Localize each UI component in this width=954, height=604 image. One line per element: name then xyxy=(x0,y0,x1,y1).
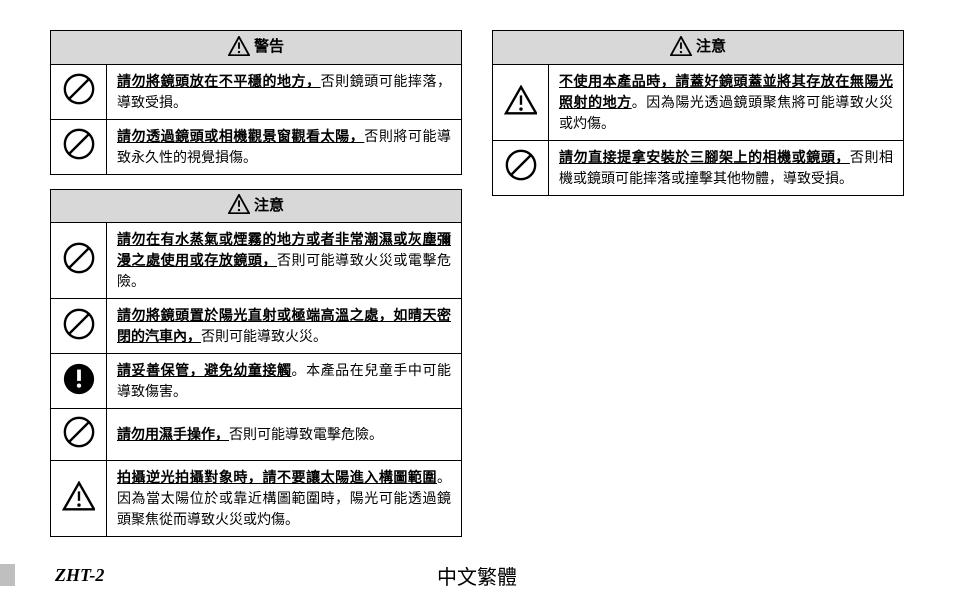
prohibit-icon xyxy=(62,307,96,341)
table-row: 不使用本產品時，請蓋好鏡頭蓋並將其存放在無陽光照射的地方。因為陽光透過鏡頭聚焦將… xyxy=(493,64,904,140)
prohibit-icon xyxy=(62,72,96,106)
alert-icon xyxy=(62,481,96,511)
table-row: 請勿將鏡頭放在不平穩的地方，否則鏡頭可能摔落，導致受損。 xyxy=(51,64,462,119)
footer: ZHT-2 中文繁體 xyxy=(0,564,954,586)
mandatory-icon xyxy=(62,362,96,396)
table-row: 請勿直接提拿安裝於三腳架上的相機或鏡頭，否則相機或鏡頭可能摔落或撞擊其他物體，導… xyxy=(493,140,904,195)
table-row: 請勿用濕手操作，否則可能導致電擊危險。 xyxy=(51,409,462,461)
alert-icon xyxy=(670,36,692,56)
alert-icon xyxy=(228,194,250,214)
caution-table-1: 注意 請勿在有水蒸氣或煙霧的地方或者非常潮濕或灰塵彌漫之處使用或存放鏡頭，否則可… xyxy=(50,189,462,538)
prohibit-icon xyxy=(62,415,96,449)
warning-text: 請勿透過鏡頭或相機觀景窗觀看太陽，否則將可能導致永久性的視覺損傷。 xyxy=(107,119,462,174)
warning-text: 請妥善保管，避免幼童接觸。本產品在兒童手中可能導致傷害。 xyxy=(107,354,462,409)
warning-text: 請勿將鏡頭置於陽光直射或極端高溫之處，如晴天密閉的汽車內，否則可能導致火災。 xyxy=(107,299,462,354)
language-label: 中文繁體 xyxy=(437,561,517,590)
table-row: 請勿透過鏡頭或相機觀景窗觀看太陽，否則將可能導致永久性的視覺損傷。 xyxy=(51,119,462,174)
table-row: 拍攝逆光拍攝對象時，請不要讓太陽進入構圖範圍。因為當太陽位於或靠近構圖範圍時，陽… xyxy=(51,461,462,537)
header-text: 注意 xyxy=(696,35,726,56)
prohibit-icon xyxy=(62,127,96,161)
alert-icon xyxy=(504,85,538,115)
table-row: 請妥善保管，避免幼童接觸。本產品在兒童手中可能導致傷害。 xyxy=(51,354,462,409)
warning-text: 請勿用濕手操作，否則可能導致電擊危險。 xyxy=(107,409,462,461)
warning-text: 請勿將鏡頭放在不平穩的地方，否則鏡頭可能摔落，導致受損。 xyxy=(107,64,462,119)
alert-icon xyxy=(228,36,250,56)
warning-text: 請勿在有水蒸氣或煙霧的地方或者非常潮濕或灰塵彌漫之處使用或存放鏡頭，否則可能導致… xyxy=(107,223,462,299)
warning-table-1: 警告 請勿將鏡頭放在不平穩的地方，否則鏡頭可能摔落，導致受損。 請勿透過鏡頭或相… xyxy=(50,30,462,175)
header-text: 警告 xyxy=(254,35,284,56)
table-row: 請勿在有水蒸氣或煙霧的地方或者非常潮濕或灰塵彌漫之處使用或存放鏡頭，否則可能導致… xyxy=(51,223,462,299)
warning-text: 不使用本產品時，請蓋好鏡頭蓋並將其存放在無陽光照射的地方。因為陽光透過鏡頭聚焦將… xyxy=(549,64,904,140)
prohibit-icon xyxy=(504,148,538,182)
table-row: 請勿將鏡頭置於陽光直射或極端高溫之處，如晴天密閉的汽車內，否則可能導致火災。 xyxy=(51,299,462,354)
prohibit-icon xyxy=(62,241,96,275)
warning-text: 拍攝逆光拍攝對象時，請不要讓太陽進入構圖範圍。因為當太陽位於或靠近構圖範圍時，陽… xyxy=(107,461,462,537)
table-header: 警告 xyxy=(51,31,462,65)
warning-text: 請勿直接提拿安裝於三腳架上的相機或鏡頭，否則相機或鏡頭可能摔落或撞擊其他物體，導… xyxy=(549,140,904,195)
header-text: 注意 xyxy=(254,194,284,215)
table-header: 注意 xyxy=(51,189,462,223)
side-tab xyxy=(0,564,15,586)
caution-table-2: 注意 不使用本產品時，請蓋好鏡頭蓋並將其存放在無陽光照射的地方。因為陽光透過鏡頭… xyxy=(492,30,904,196)
page-number: ZHT-2 xyxy=(55,565,104,586)
table-header: 注意 xyxy=(493,31,904,65)
